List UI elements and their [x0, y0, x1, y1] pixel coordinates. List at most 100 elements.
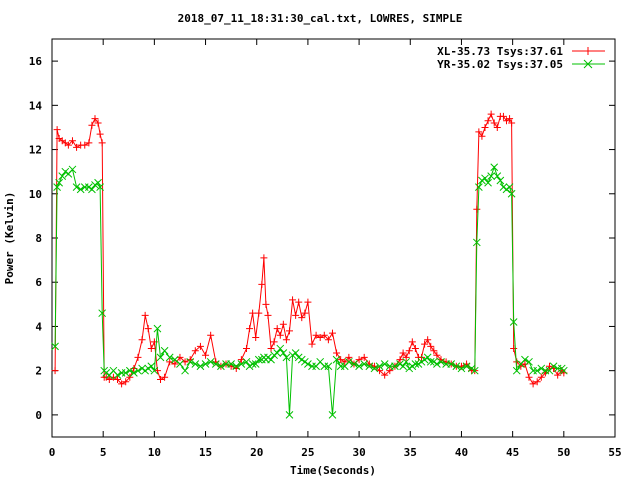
data-point-cross-marker: [227, 360, 235, 368]
data-point-cross-marker: [291, 349, 300, 357]
y-tick-label: 16: [29, 55, 43, 68]
data-point-plus-marker: [433, 351, 441, 359]
data-point-plus-marker: [298, 314, 306, 322]
data-point-cross-marker: [232, 362, 241, 371]
data-point-plus-marker: [554, 371, 562, 379]
data-point-plus-marker: [141, 311, 149, 319]
data-point-cross-marker: [433, 360, 441, 368]
y-tick-label: 12: [29, 144, 42, 157]
y-tick-label: 6: [35, 276, 42, 289]
data-point-cross-marker: [549, 362, 558, 371]
data-point-plus-marker: [118, 380, 126, 388]
data-point-plus-marker: [88, 121, 96, 129]
y-tick-label: 0: [35, 409, 42, 422]
data-point-plus-marker: [252, 334, 260, 341]
data-point-plus-marker: [508, 119, 516, 127]
x-tick-label: 10: [148, 446, 161, 459]
x-tick-label: 15: [199, 446, 212, 459]
data-point-cross-marker: [125, 366, 134, 375]
data-point-cross-marker: [521, 355, 529, 364]
data-point-cross-marker: [559, 366, 568, 375]
data-point-cross-marker: [58, 172, 67, 180]
data-point-cross-marker: [279, 349, 288, 357]
data-point-cross-marker: [493, 172, 502, 180]
data-point-plus-marker: [386, 367, 394, 375]
data-point-cross-marker: [426, 357, 435, 366]
data-point-cross-marker: [402, 357, 411, 366]
data-point-plus-marker: [499, 112, 507, 120]
data-point-plus-marker: [262, 300, 270, 308]
data-point-cross-marker: [76, 185, 85, 194]
legend-label: YR-35.02 Tsys:37.05: [437, 58, 563, 71]
data-point-plus-marker: [289, 296, 297, 304]
data-point-cross-marker: [355, 362, 363, 371]
data-point-plus-marker: [285, 327, 293, 335]
data-point-cross-marker: [332, 355, 341, 364]
data-point-plus-marker: [360, 353, 368, 361]
data-point-plus-marker: [381, 371, 389, 379]
data-point-plus-marker: [510, 345, 518, 353]
data-point-cross-marker: [583, 59, 593, 69]
data-point-cross-marker: [328, 411, 337, 419]
data-point-plus-marker: [355, 356, 363, 364]
data-point-plus-marker: [399, 349, 407, 357]
data-point-plus-marker: [584, 47, 592, 55]
data-point-cross-marker: [134, 366, 142, 375]
data-point-cross-marker: [147, 362, 156, 371]
data-point-plus-marker: [396, 356, 404, 364]
data-point-plus-marker: [242, 345, 250, 353]
data-point-cross-marker: [113, 371, 122, 379]
data-point-plus-marker: [267, 345, 275, 353]
data-point-plus-marker: [276, 331, 284, 339]
data-point-cross-marker: [165, 353, 174, 362]
data-point-cross-marker: [248, 360, 257, 368]
data-point-cross-marker: [94, 178, 102, 187]
y-tick-label: 4: [35, 320, 42, 333]
data-point-cross-marker: [251, 360, 260, 368]
data-point-cross-marker: [505, 183, 514, 191]
data-point-cross-marker: [360, 360, 369, 368]
series-layer: [51, 110, 568, 419]
data-point-cross-marker: [254, 355, 263, 364]
data-point-cross-marker: [267, 355, 275, 364]
data-point-cross-marker: [206, 357, 215, 366]
data-point-plus-marker: [81, 141, 89, 149]
data-point-plus-marker: [68, 137, 76, 145]
data-point-plus-marker: [328, 329, 336, 337]
data-point-cross-marker: [484, 178, 492, 187]
x-tick-label: 25: [301, 446, 314, 459]
data-point-cross-marker: [345, 357, 353, 366]
data-point-plus-marker: [487, 110, 495, 118]
data-point-plus-marker: [157, 376, 165, 384]
data-point-plus-marker: [255, 309, 263, 317]
data-point-plus-marker: [337, 356, 345, 364]
data-point-plus-marker: [153, 367, 161, 375]
data-point-plus-marker: [320, 331, 328, 339]
data-point-cross-marker: [447, 360, 456, 368]
data-point-plus-marker: [138, 336, 146, 344]
data-point-cross-marker: [156, 353, 165, 362]
data-point-cross-marker: [96, 183, 104, 191]
x-tick-label: 35: [404, 446, 417, 459]
data-point-cross-marker: [324, 362, 333, 371]
data-point-cross-marker: [176, 360, 184, 368]
data-point-plus-marker: [402, 353, 410, 361]
data-point-cross-marker: [423, 353, 432, 362]
data-point-cross-marker: [153, 324, 162, 333]
x-tick-label: 5: [100, 446, 107, 459]
data-point-plus-marker: [424, 336, 432, 344]
y-axis-label: Power (Kelvin): [3, 192, 16, 285]
data-point-cross-marker: [51, 342, 59, 351]
data-point-cross-marker: [496, 176, 505, 185]
data-point-cross-marker: [53, 183, 61, 191]
data-point-plus-marker: [493, 123, 501, 131]
data-point-plus-marker: [202, 351, 210, 359]
data-point-plus-marker: [282, 336, 290, 344]
data-point-cross-marker: [509, 318, 518, 326]
data-point-plus-marker: [525, 373, 533, 381]
data-point-cross-marker: [181, 366, 189, 375]
data-point-cross-marker: [68, 165, 77, 174]
x-tick-label: 45: [506, 446, 519, 459]
